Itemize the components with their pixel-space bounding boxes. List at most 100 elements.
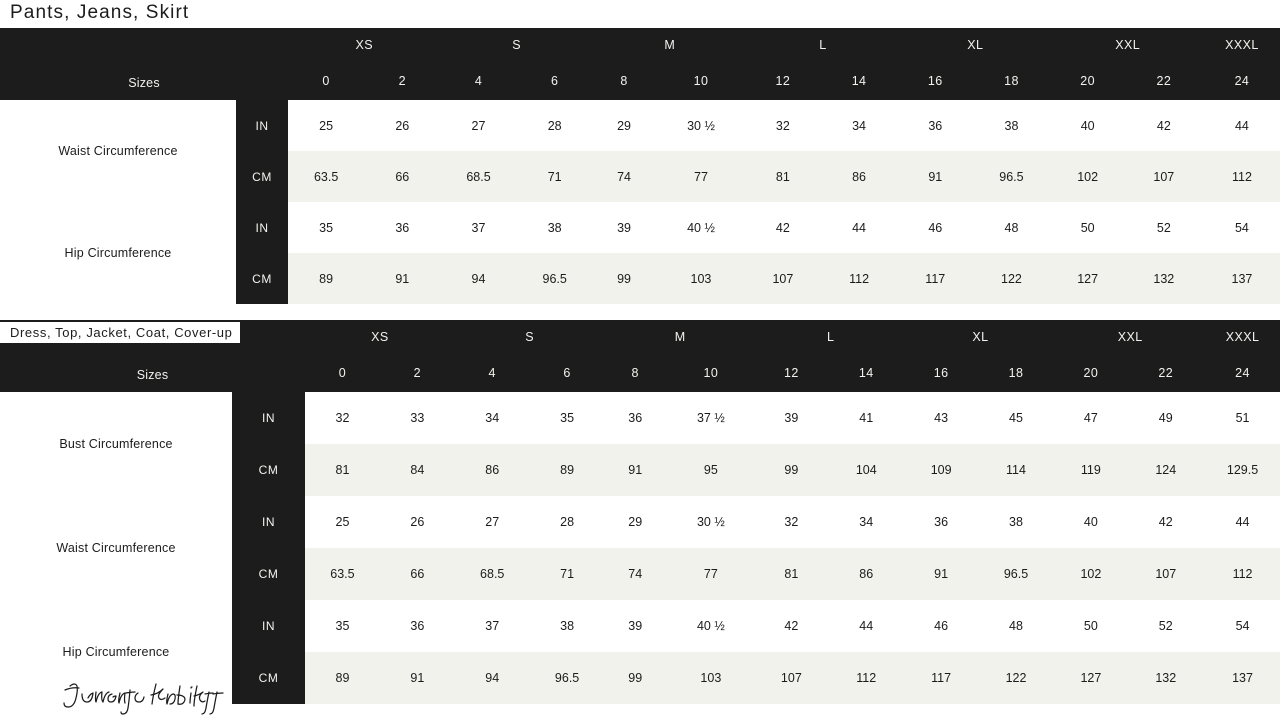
value-cell: 112	[826, 652, 906, 704]
value-cell: 27	[440, 100, 517, 151]
numeric-size-header-row: 0 2 4 6 8 10 12 14 16 18 20 22 24	[0, 354, 1280, 392]
size-group-xxl: XXL	[1051, 28, 1204, 62]
value-cell: 91	[905, 548, 977, 600]
value-cell: 49	[1126, 392, 1206, 444]
size-group-header-row: Sizes XS S M L XL XXL XXXL	[0, 28, 1280, 100]
value-cell: 129.5	[1205, 444, 1280, 496]
size-column-12: 12	[755, 354, 827, 392]
size-column-4: 4	[440, 62, 517, 100]
value-cell: 26	[364, 100, 441, 151]
value-cell: 68.5	[454, 548, 530, 600]
size-group-l: L	[755, 320, 906, 354]
value-cell: 28	[516, 100, 593, 151]
value-cell: 40 ½	[665, 600, 756, 652]
value-cell: 30 ½	[655, 100, 747, 151]
measurement-row: Waist Circumference IN 25 26 27 28 29 30 ½ 32 34 3…	[0, 496, 1280, 600]
value-cell: 91	[604, 444, 666, 496]
value-cell: 84	[379, 444, 455, 496]
size-column-6: 6	[529, 354, 605, 392]
value-cell: 52	[1126, 600, 1206, 652]
value-cell: 37	[440, 202, 517, 253]
size-column-0: 0	[305, 354, 380, 392]
value-cell: 41	[826, 392, 906, 444]
value-cell: 36	[604, 392, 666, 444]
value-cell: 42	[755, 600, 827, 652]
value-cell: 36	[364, 202, 441, 253]
value-cell: 38	[976, 496, 1056, 548]
size-group-m: M	[604, 320, 756, 354]
value-cell: 122	[971, 253, 1052, 304]
value-cell: 30 ½	[665, 496, 756, 548]
value-cell: 74	[592, 151, 656, 202]
value-cell: 114	[976, 444, 1056, 496]
size-column-8: 8	[604, 354, 666, 392]
value-cell: 137	[1203, 253, 1280, 304]
size-group-xl: XL	[905, 320, 1056, 354]
size-group-xxxl: XXXL	[1205, 320, 1280, 354]
size-column-20: 20	[1051, 62, 1124, 100]
unit-cell-in: IN	[236, 202, 289, 253]
measurement-label-waist-circumference: Waist Circumference	[0, 496, 232, 600]
numeric-size-header-row: 0 2 4 6 8 10 12 14 16 18 20 22 24	[0, 62, 1280, 100]
value-cell: 77	[655, 151, 747, 202]
value-cell: 28	[529, 496, 605, 548]
size-column-2: 2	[364, 62, 441, 100]
value-cell: 32	[746, 100, 820, 151]
value-cell: 32	[755, 496, 827, 548]
value-cell: 71	[529, 548, 605, 600]
size-group-xs: XS	[288, 28, 441, 62]
value-cell: 32	[305, 392, 380, 444]
value-cell: 94	[440, 253, 517, 304]
value-cell: 40 ½	[655, 202, 747, 253]
value-cell: 47	[1055, 392, 1127, 444]
value-cell: 48	[976, 600, 1056, 652]
value-cell: 112	[1203, 151, 1280, 202]
value-cell: 81	[305, 444, 380, 496]
value-cell: 39	[592, 202, 656, 253]
sizes-label: Sizes	[128, 76, 160, 90]
value-cell: 40	[1051, 100, 1124, 151]
value-cell: 38	[971, 100, 1052, 151]
value-cell: 86	[454, 444, 530, 496]
size-column-16: 16	[899, 62, 972, 100]
value-cell: 37 ½	[665, 392, 756, 444]
value-cell: 54	[1205, 600, 1280, 652]
measurement-row: CM 89 91 94 96.5 99 103 107 112 117 122 127 132 137	[0, 253, 1280, 304]
value-cell: 45	[976, 392, 1056, 444]
value-cell: 117	[899, 253, 972, 304]
measurement-row: Hip Circumference IN 35 36 37 38 39 40 ½ 42 44 46 4…	[0, 202, 1280, 304]
value-cell: 52	[1123, 202, 1204, 253]
value-cell: 35	[305, 600, 380, 652]
value-cell: 68.5	[440, 151, 517, 202]
sizes-label-cell: Sizes	[0, 28, 289, 100]
value-cell: 38	[529, 600, 605, 652]
value-cell: 124	[1126, 444, 1206, 496]
size-group-m: M	[592, 28, 747, 62]
size-group-s: S	[440, 28, 593, 62]
value-cell: 112	[1205, 548, 1280, 600]
value-cell: 25	[288, 100, 365, 151]
value-cell: 117	[905, 652, 977, 704]
value-cell: 104	[826, 444, 906, 496]
value-cell: 39	[755, 392, 827, 444]
size-column-24: 24	[1205, 354, 1280, 392]
value-cell: 43	[905, 392, 977, 444]
value-cell: 44	[819, 202, 900, 253]
value-cell: 36	[899, 100, 972, 151]
value-cell: 91	[364, 253, 441, 304]
value-cell: 51	[1205, 392, 1280, 444]
value-cell: 35	[529, 392, 605, 444]
value-cell: 34	[454, 392, 530, 444]
unit-cell-cm: CM	[232, 444, 306, 496]
value-cell: 96.5	[976, 548, 1056, 600]
value-cell: 63.5	[288, 151, 365, 202]
size-group-xxl: XXL	[1055, 320, 1206, 354]
value-cell: 42	[746, 202, 820, 253]
value-cell: 127	[1055, 652, 1127, 704]
value-cell: 102	[1051, 151, 1124, 202]
value-cell: 95	[665, 444, 756, 496]
measurement-row: CM 89 91 94 96.5 99 103 107 112 117 122 127 132 137	[0, 652, 1280, 704]
value-cell: 50	[1055, 600, 1127, 652]
value-cell: 34	[819, 100, 900, 151]
measurement-row: Hip Circumference IN 35 36 37 38 39 40 ½ 42 44 46 4…	[0, 600, 1280, 704]
